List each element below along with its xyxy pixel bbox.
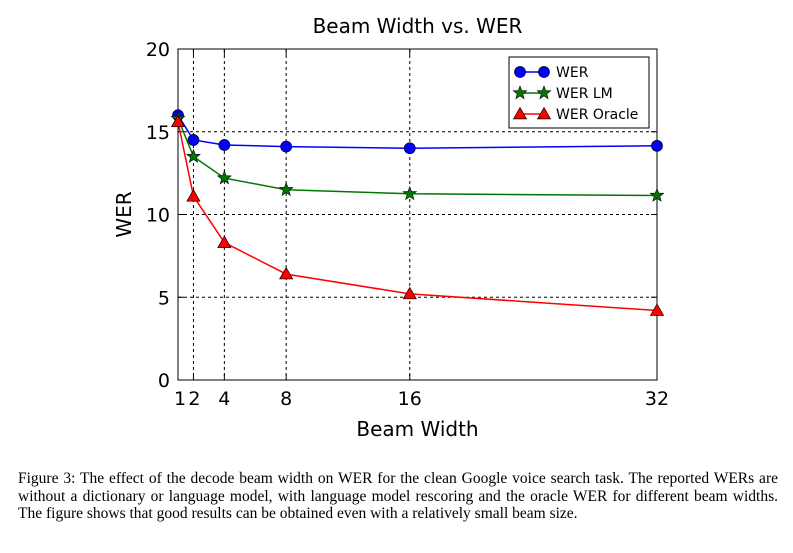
x-tick-label: 4 <box>218 388 230 410</box>
data-point-wer <box>280 140 293 153</box>
legend-label-wer-lm: WER LM <box>556 86 613 102</box>
data-point-wer-oracle <box>217 235 232 248</box>
series-wer-oracle <box>170 114 665 316</box>
x-tick-label: 32 <box>645 388 669 410</box>
x-tick-label: 16 <box>398 388 422 410</box>
caption-label: Figure 3: <box>18 470 76 487</box>
data-point-wer <box>651 139 663 152</box>
grid <box>178 49 657 380</box>
legend: WER WER LM WER Oracle <box>508 56 650 129</box>
data-point-wer-lm <box>216 170 232 185</box>
legend-marker-wer-lm <box>536 85 552 100</box>
data-point-wer <box>218 139 231 151</box>
chart-title: Beam Width vs. WER <box>313 14 523 38</box>
data-point-wer-oracle <box>402 286 417 300</box>
chart: 1 2 4 8 16 32 0 5 10 15 20 Beam Width vs. WER Beam… <box>112 14 669 441</box>
data-point-wer-lm <box>649 187 665 202</box>
y-tick-label: 5 <box>158 287 170 309</box>
axis-ticks: 1 2 4 8 16 32 0 5 10 15 20 <box>146 39 669 410</box>
series-line-wer-oracle <box>177 121 658 312</box>
figure-caption: Figure 3: The effect of the decode beam … <box>18 470 778 523</box>
x-tick-label: 1 <box>174 388 186 410</box>
y-tick-label: 20 <box>146 39 170 61</box>
legend-label-wer-oracle: WER Oracle <box>556 107 638 123</box>
x-tick-label: 8 <box>280 388 292 410</box>
data-point-wer <box>403 142 416 155</box>
data-point-wer-lm <box>402 185 418 201</box>
legend-marker-wer-oracle <box>536 106 552 120</box>
legend-label-wer: WER <box>556 65 589 81</box>
data-point-wer-lm <box>278 181 294 196</box>
data-point-wer <box>187 134 200 146</box>
data-point-wer-oracle <box>649 303 665 316</box>
caption-text: The effect of the decode beam width on W… <box>18 470 778 522</box>
series-layer <box>170 109 665 316</box>
data-point-wer-oracle <box>170 114 186 128</box>
legend-marker-wer <box>514 66 526 78</box>
x-tick-label: 2 <box>188 388 200 410</box>
series-wer <box>172 109 663 155</box>
legend-marker-wer-lm <box>512 85 528 100</box>
legend-marker-wer-oracle <box>512 106 528 120</box>
x-axis-label: Beam Width <box>356 417 478 441</box>
y-tick-label: 15 <box>146 122 170 144</box>
data-point-wer-oracle <box>186 189 201 202</box>
data-point-wer-oracle <box>279 266 294 280</box>
y-tick-label: 10 <box>146 205 170 227</box>
y-axis-label: WER <box>112 191 136 237</box>
data-point-wer-lm <box>185 148 201 163</box>
y-tick-label: 0 <box>158 370 170 392</box>
series-line-wer-lm <box>177 118 658 197</box>
legend-marker-wer <box>538 66 550 78</box>
